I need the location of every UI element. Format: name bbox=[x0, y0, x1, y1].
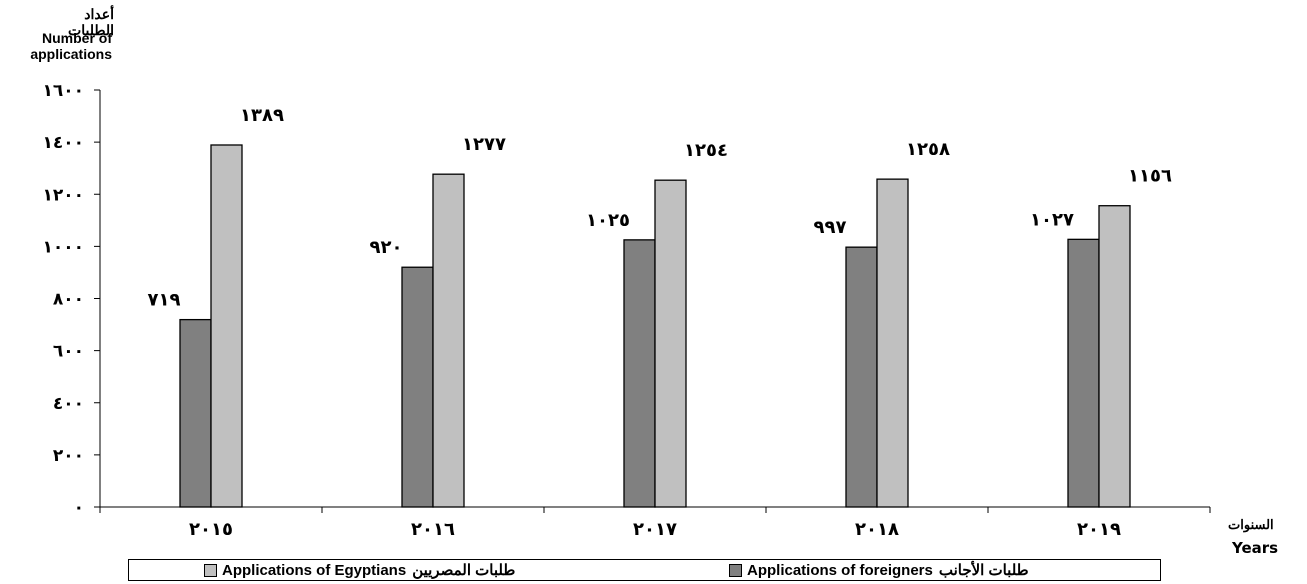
bar-foreigners bbox=[401, 266, 434, 508]
bar-egyptians bbox=[432, 173, 465, 508]
bar-egyptians bbox=[654, 179, 687, 508]
x-category-label: ٢٠١٧ bbox=[633, 519, 677, 540]
x-category-label: ٢٠١٩ bbox=[1077, 519, 1121, 540]
bar-foreigners bbox=[623, 239, 656, 508]
bar-foreigners bbox=[1067, 238, 1100, 508]
chart-legend: Applications of Egyptians طلبات المصريين… bbox=[128, 559, 1161, 581]
x-category-label: ٢٠١٨ bbox=[855, 519, 899, 540]
y-tick-label: ٤٠٠ bbox=[53, 394, 84, 414]
bar-egyptians bbox=[1098, 205, 1131, 508]
x-category-label: ٢٠١٦ bbox=[411, 519, 455, 540]
x-axis-title-english: Years bbox=[1232, 539, 1279, 557]
x-category-label: ٢٠١٥ bbox=[189, 519, 233, 540]
y-tick-label: ٨٠٠ bbox=[53, 290, 84, 310]
y-axis-title-arabic: أعداد الطلبات bbox=[68, 6, 114, 38]
data-label-egyptians: ١٢٥٤ bbox=[684, 140, 728, 161]
data-label-foreigners: ١٠٢٥ bbox=[586, 210, 630, 231]
data-label-foreigners: ١٠٢٧ bbox=[1030, 209, 1074, 230]
y-tick-label: ١٤٠٠ bbox=[42, 133, 84, 153]
x-axis-title-arabic: السنوات bbox=[1228, 517, 1274, 532]
data-label-foreigners: ٩٩٧ bbox=[814, 217, 847, 238]
legend-label-foreigners-ar: طلبات الأجانب bbox=[938, 562, 1029, 579]
y-tick-label: ١٦٠٠ bbox=[42, 81, 84, 101]
legend-swatch-foreigners bbox=[729, 563, 742, 577]
legend-label-foreigners-en: Applications of foreigners bbox=[747, 561, 933, 579]
y-tick-label: ١٢٠٠ bbox=[42, 185, 84, 205]
data-label-egyptians: ١١٥٦ bbox=[1128, 166, 1172, 187]
data-label-egyptians: ١٢٥٨ bbox=[906, 139, 950, 160]
legend-label-egyptians-ar: طلبات المصريين bbox=[412, 562, 516, 579]
y-axis-title-english: Number of applications bbox=[30, 30, 112, 62]
data-label-foreigners: ٩٢٠ bbox=[370, 237, 403, 258]
bar-foreigners bbox=[845, 246, 878, 508]
y-tick-label: ٦٠٠ bbox=[53, 342, 84, 362]
y-tick-label: ٠ bbox=[74, 498, 84, 518]
bar-foreigners bbox=[179, 318, 212, 508]
data-label-egyptians: ١٢٧٧ bbox=[462, 134, 506, 155]
bar-egyptians bbox=[210, 144, 243, 508]
data-label-egyptians: ١٣٨٩ bbox=[240, 105, 284, 126]
bar-egyptians bbox=[876, 178, 909, 508]
legend-label-egyptians-en: Applications of Egyptians bbox=[222, 561, 407, 579]
legend-item-foreigners: Applications of foreigners طلبات الأجانب bbox=[729, 561, 1029, 579]
legend-swatch-egyptians bbox=[204, 563, 217, 577]
data-label-foreigners: ٧١٩ bbox=[148, 290, 181, 311]
y-tick-label: ١٠٠٠ bbox=[42, 237, 84, 257]
y-tick-label: ٢٠٠ bbox=[53, 446, 84, 466]
legend-item-egyptians: Applications of Egyptians طلبات المصريين bbox=[204, 561, 515, 579]
